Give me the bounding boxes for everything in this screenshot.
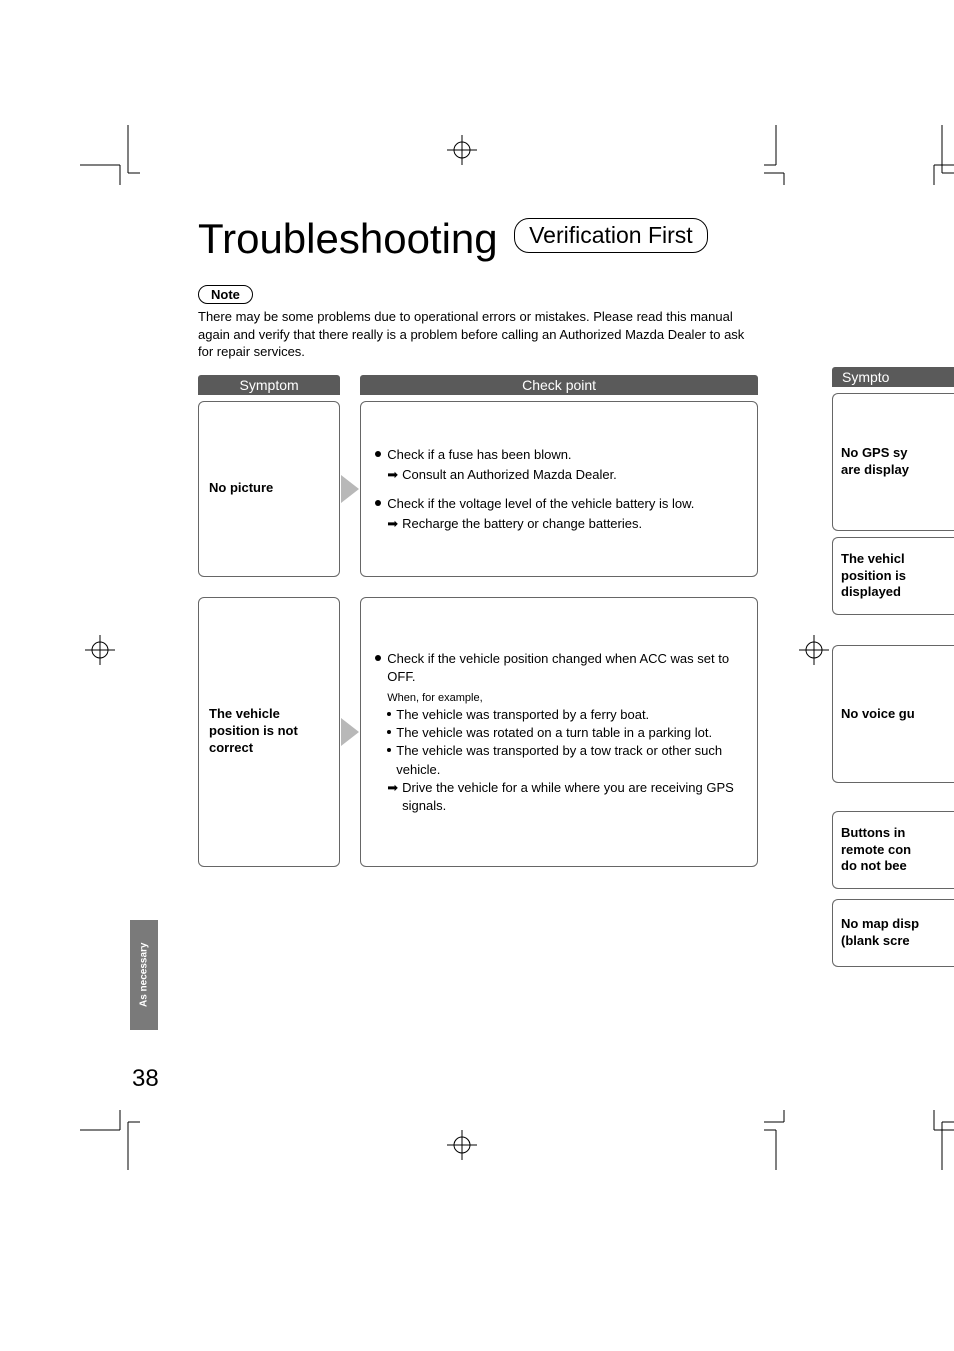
page-number: 38 — [132, 1065, 159, 1093]
subtitle-badge: Verification First — [514, 218, 708, 253]
registration-mark-right — [799, 635, 829, 665]
crop-mark-tr2 — [924, 125, 954, 185]
right-symptom-box: No map disp(blank scre — [832, 899, 954, 967]
sub-bullet-text: The vehicle was rotated on a turn table … — [396, 724, 712, 742]
bullet-text: Check if a fuse has been blown. — [387, 446, 743, 464]
right-symptom-box: Buttons inremote condo not bee — [832, 811, 954, 889]
sub-bullet-text: The vehicle was transported by a ferry b… — [396, 706, 649, 724]
arrow-text: Drive the vehicle for a while where you … — [402, 779, 743, 815]
table-headers: Symptom Check point — [198, 375, 758, 395]
header-checkpoint: Check point — [360, 375, 758, 395]
bullet-item: Check if a fuse has been blown. — [375, 446, 743, 464]
arrow-sub: ➡Drive the vehicle for a while where you… — [387, 779, 743, 815]
arrow-glyph-icon: ➡ — [387, 466, 398, 484]
bullet-text: Check if the vehicle position changed wh… — [387, 650, 743, 686]
sub-bullet: The vehicle was rotated on a turn table … — [387, 724, 743, 742]
crop-mark-br2 — [924, 1110, 954, 1170]
right-symptom-box: No GPS syare display — [832, 393, 954, 531]
right-partial: Sympto No GPS syare displayThe vehiclpos… — [832, 367, 954, 967]
side-tab: As necessary — [130, 920, 158, 1030]
arrow-icon — [341, 475, 359, 503]
bullet-dot-icon — [375, 655, 381, 661]
arrow-text: Consult an Authorized Mazda Dealer. — [402, 466, 617, 484]
page-title: Troubleshooting — [198, 215, 498, 263]
right-boxes: No GPS syare displayThe vehiclposition i… — [832, 393, 954, 967]
sub-bullet-dot-icon — [387, 712, 391, 716]
right-symptom-box: The vehiclposition isdisplayed — [832, 537, 954, 615]
crop-mark-tr — [764, 125, 824, 185]
bullet-item: Check if the voltage level of the vehicl… — [375, 495, 743, 513]
sub-text: When, for example, — [387, 691, 743, 706]
checkpoint-box: Check if a fuse has been blown.➡Consult … — [360, 401, 758, 577]
registration-mark-top — [447, 135, 477, 165]
sub-bullet-dot-icon — [387, 748, 391, 752]
table-row: The vehicle position is not correct Check… — [198, 597, 758, 867]
right-header-symptom: Sympto — [832, 367, 954, 387]
crop-mark-bl — [80, 1110, 140, 1170]
table-row: No picture Check if a fuse has been blown… — [198, 401, 758, 577]
registration-mark-bottom — [447, 1130, 477, 1160]
note-badge: Note — [198, 285, 253, 304]
arrow-text: Recharge the battery or change batteries… — [402, 515, 642, 533]
crop-mark-br — [764, 1110, 824, 1170]
sub-bullet-text: The vehicle was transported by a tow tra… — [396, 742, 743, 778]
symptom-box: No picture — [198, 401, 340, 577]
arrow-sub: ➡Recharge the battery or change batterie… — [387, 515, 743, 533]
rows-container: No picture Check if a fuse has been blown… — [198, 401, 758, 867]
sub-bullet-dot-icon — [387, 730, 391, 734]
bullet-dot-icon — [375, 451, 381, 457]
arrow-icon — [341, 718, 359, 746]
symptom-box: The vehicle position is not correct — [198, 597, 340, 867]
right-symptom-box: No voice gu — [832, 645, 954, 783]
arrow-glyph-icon: ➡ — [387, 779, 398, 797]
checkpoint-box: Check if the vehicle position changed wh… — [360, 597, 758, 867]
bullet-text: Check if the voltage level of the vehicl… — [387, 495, 743, 513]
header-symptom: Symptom — [198, 375, 340, 395]
bullet-dot-icon — [375, 500, 381, 506]
sub-bullet: The vehicle was transported by a ferry b… — [387, 706, 743, 724]
note-text: There may be some problems due to operat… — [198, 308, 746, 361]
crop-mark-tl — [80, 125, 140, 185]
arrow-glyph-icon: ➡ — [387, 515, 398, 533]
registration-mark-left — [85, 635, 115, 665]
sub-bullet: The vehicle was transported by a tow tra… — [387, 742, 743, 778]
bullet-item: Check if the vehicle position changed wh… — [375, 650, 743, 686]
arrow-sub: ➡Consult an Authorized Mazda Dealer. — [387, 466, 743, 484]
content-area: Troubleshooting Verification First Note … — [198, 215, 758, 867]
